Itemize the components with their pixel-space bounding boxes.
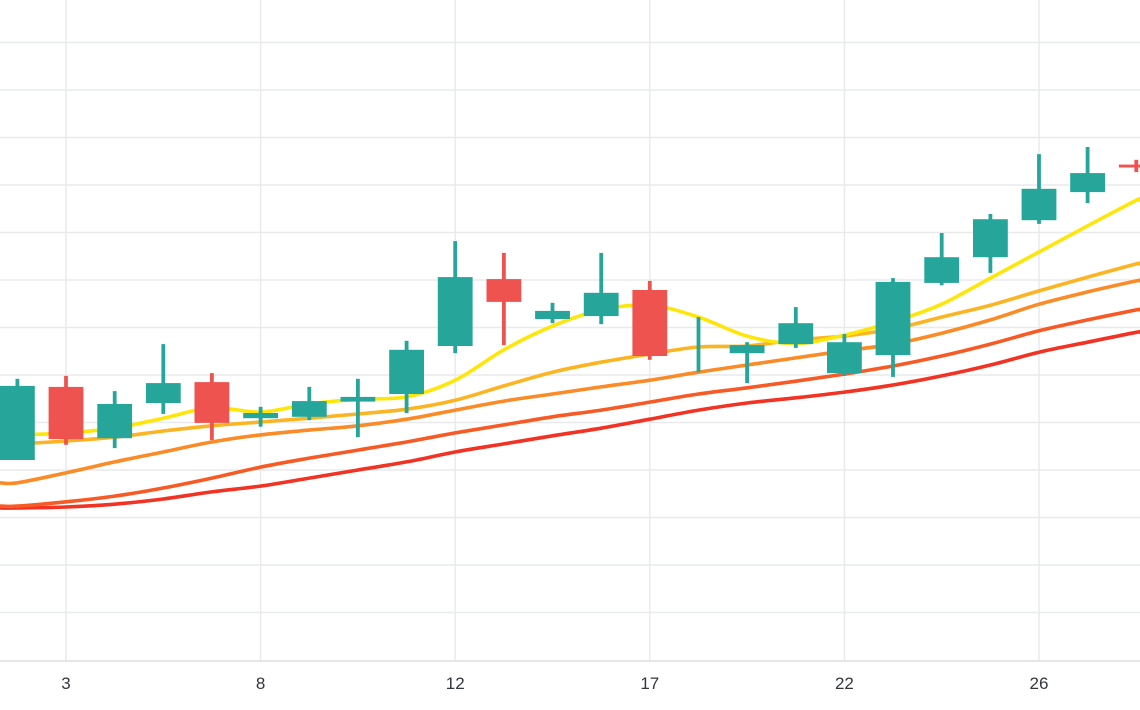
candle-body [243, 413, 278, 419]
candle-up [535, 302, 570, 324]
candle-up [778, 307, 814, 348]
candle-up [583, 252, 619, 325]
candle-up [97, 391, 133, 449]
candle-wick [356, 378, 360, 438]
candle-body [1021, 188, 1057, 221]
candle-up [145, 344, 181, 414]
candle-body [924, 257, 960, 283]
candle-body [827, 342, 862, 374]
candle-up [340, 378, 376, 438]
candle-body [778, 323, 814, 345]
candles [0, 147, 1140, 460]
candle-body [729, 345, 765, 354]
candle-wick [599, 252, 604, 325]
candle-body [0, 385, 35, 460]
candle-up [1021, 154, 1057, 224]
candle-down [486, 252, 522, 346]
candle-body [291, 401, 327, 417]
ma-ribbon [0, 196, 1140, 510]
candle-up [1070, 147, 1105, 204]
candle-wick [745, 342, 749, 384]
candle-body [97, 404, 133, 439]
candle-down [1118, 159, 1140, 173]
candle-up [875, 278, 911, 377]
candle-body [875, 281, 911, 356]
candle-up [973, 214, 1008, 273]
candle-body [1070, 173, 1105, 193]
ma-gold-line [0, 261, 1140, 446]
time-axis[interactable]: 3 8 12 17 22 26 [0, 660, 1140, 693]
x-axis-label: 17 [640, 674, 659, 693]
candle-up [0, 378, 35, 460]
x-axis-label: 3 [61, 674, 70, 693]
candle-down [48, 375, 84, 445]
ma-orange-line [0, 278, 1140, 486]
candle-up [291, 386, 327, 421]
candle-up [729, 342, 765, 384]
x-axis-label: 22 [835, 674, 854, 693]
ma-deep-orange-line [0, 307, 1140, 509]
candle-body [632, 290, 668, 356]
candle-body [535, 310, 570, 319]
candle-wick [696, 317, 701, 373]
ma-yellow-line [0, 196, 1140, 437]
candle-body [583, 292, 619, 317]
x-axis-label: 26 [1030, 674, 1049, 693]
x-axis-label: 8 [256, 674, 265, 693]
candle-up [437, 241, 473, 354]
candle-body [1118, 164, 1140, 168]
candle-body [486, 279, 522, 302]
candle-up [243, 406, 278, 427]
candle-down [194, 373, 230, 441]
ma-red-line [0, 329, 1140, 510]
candle-down [632, 280, 668, 360]
candle-up [696, 317, 701, 373]
x-axis-label: 12 [446, 674, 465, 693]
candle-body [194, 382, 230, 423]
grid-lines [0, 0, 1140, 661]
candle-wick [161, 344, 166, 414]
candle-body [973, 219, 1008, 258]
candle-body [48, 386, 84, 440]
candle-body [145, 383, 181, 403]
candle-up [924, 233, 960, 286]
candle-body [389, 349, 424, 394]
candle-body [340, 396, 376, 402]
candle-body [437, 277, 473, 346]
candle-up [389, 340, 424, 413]
candle-up [827, 334, 862, 376]
